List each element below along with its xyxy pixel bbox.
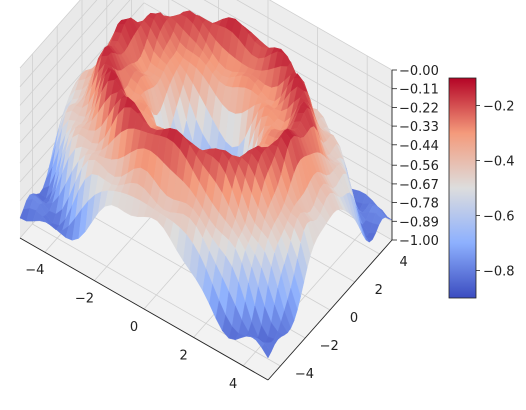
grid-line [203, 0, 393, 108]
y-tick-label: 0 [350, 311, 358, 326]
colorbar: −0.2 −0.4 −0.6 −0.8 [448, 77, 515, 299]
axis-line [267, 239, 393, 381]
y-tick-label: 4 [399, 255, 407, 270]
y-tick-label: −4 [295, 367, 314, 382]
colorbar-tick-label: −0.2 [483, 100, 515, 115]
surface-patch [261, 343, 272, 359]
colorbar-tick-label: −0.4 [483, 155, 515, 170]
grid-line [19, 0, 114, 106]
grid-line [19, 0, 98, 87]
surface-plot [19, 10, 393, 359]
colorbar-tick-label: −0.8 [483, 265, 515, 280]
x-tick-label: −4 [25, 263, 44, 278]
x-tick-label: 0 [130, 320, 138, 335]
z-tick-label: −0.33 [399, 120, 439, 135]
z-tick-label: −0.44 [399, 139, 439, 154]
colorbar-gradient [448, 77, 477, 299]
x-tick-label: 2 [179, 348, 187, 363]
z-tick-label: −0.22 [399, 101, 439, 116]
colorbar-tick-label: −0.6 [483, 210, 515, 225]
z-axis-ticks: −0.00 −0.11 −0.22 −0.33 −0.44 −0.56 −0.67 −0.78… [392, 64, 439, 249]
axis-line [19, 237, 269, 381]
x-tick-label: 4 [229, 377, 237, 392]
y-axis-ticks: −4 −2 0 2 4 [295, 255, 408, 382]
grid-line [268, 0, 393, 71]
colorbar-ticks: −0.2 −0.4 −0.6 −0.8 [476, 100, 515, 280]
z-tick-label: −0.78 [399, 197, 439, 212]
grid-line [19, 0, 81, 69]
x-tick-label: −2 [75, 292, 94, 307]
z-tick-label: −1.00 [399, 234, 439, 249]
z-tick-label: −0.56 [399, 159, 439, 174]
z-tick-label: −0.11 [399, 83, 439, 98]
axis-lines [19, 70, 393, 381]
z-tick-label: −0.89 [399, 215, 439, 230]
z-tick-label: −0.67 [399, 178, 439, 193]
grid-line [236, 0, 393, 90]
y-tick-label: 2 [375, 283, 383, 298]
z-tick-label: −0.00 [399, 64, 439, 79]
grid-line [19, 0, 131, 125]
x-axis-ticks: −4 −2 0 2 4 [25, 263, 237, 392]
y-tick-label: −2 [320, 339, 339, 354]
